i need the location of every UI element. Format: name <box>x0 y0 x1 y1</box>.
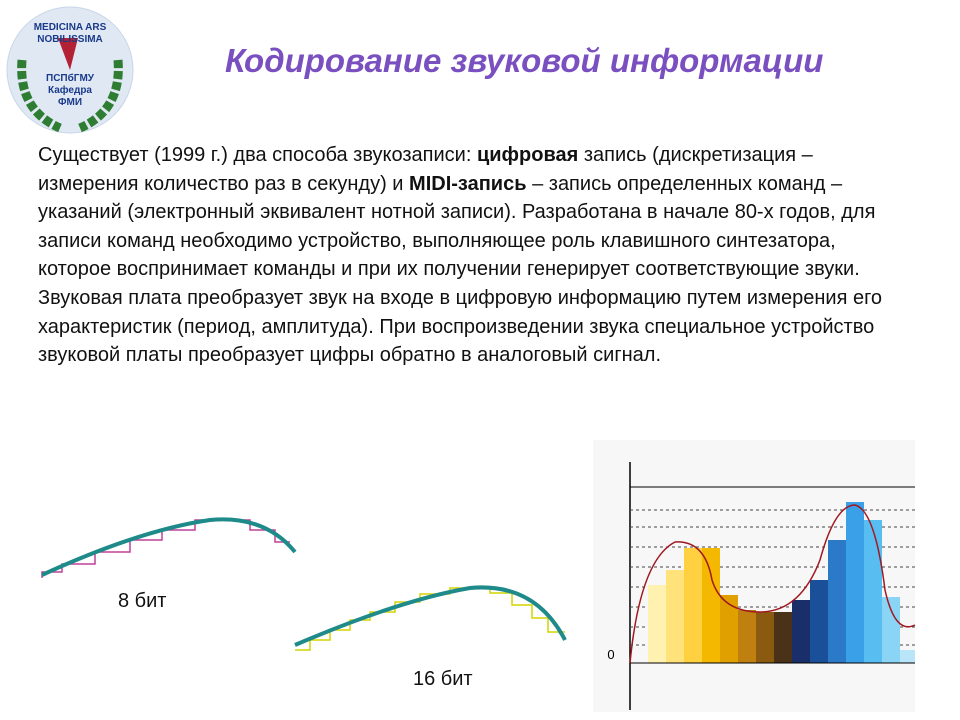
bold-run: MIDI-запись <box>409 172 527 195</box>
text-run: Существует (1999 г.) два способа звукоза… <box>38 144 477 166</box>
slide-title: Кодирование звуковой информации <box>225 42 824 79</box>
origin-label: 0 <box>607 647 614 662</box>
figure-label: 8 бит <box>118 590 167 612</box>
sampling-chart: 0 <box>593 440 916 712</box>
text-run: запись (дискретизация – измерения количе… <box>38 144 813 195</box>
figure-label: 16 бит <box>413 668 473 690</box>
logo-text: ФМИ <box>58 97 82 108</box>
body-text: Существует (1999 г.) два способа звукоза… <box>38 141 888 370</box>
logo-text: Кафедра <box>48 84 92 96</box>
paragraph: Звуковая плата преобразует звук на входе… <box>38 286 883 367</box>
logo-text: ПСПбГМУ <box>46 72 95 84</box>
text-run: – запись определенных команд – указаний … <box>38 172 876 281</box>
paragraph: Существует (1999 г.) два способа звукоза… <box>38 141 888 284</box>
logo: MEDICINA ARS NOBILISSIMA ПСПбГМУ Кафедра… <box>6 6 134 134</box>
wave-16bit <box>294 585 567 651</box>
wave-8bit <box>41 517 297 578</box>
bold-run: цифровая <box>476 144 579 166</box>
logo-text: NOBILISSIMA <box>37 34 103 45</box>
logo-text: MEDICINA ARS <box>34 22 107 33</box>
